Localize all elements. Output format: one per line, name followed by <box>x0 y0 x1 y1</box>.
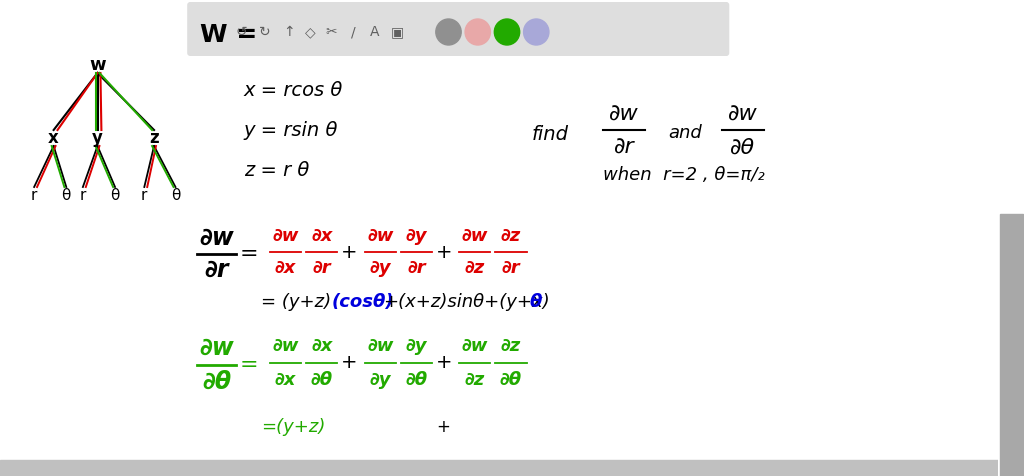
Circle shape <box>523 19 549 45</box>
Text: r: r <box>141 188 147 202</box>
Text: and: and <box>668 124 701 142</box>
Text: ∂w: ∂w <box>272 227 299 245</box>
Text: +(x+z)sinθ+(y+x): +(x+z)sinθ+(y+x) <box>383 293 550 311</box>
Text: ∂w: ∂w <box>609 105 639 125</box>
Text: =(y+z): =(y+z) <box>261 418 326 436</box>
Text: ∂θ: ∂θ <box>500 371 522 389</box>
Text: y = rsin θ: y = rsin θ <box>244 120 338 139</box>
Text: ∂x: ∂x <box>275 371 296 389</box>
Text: ∂x: ∂x <box>311 337 333 355</box>
Bar <box>999 214 1023 476</box>
Text: ∂θ: ∂θ <box>310 371 333 389</box>
Text: ∂w: ∂w <box>728 105 758 125</box>
Text: +: + <box>436 418 451 436</box>
Text: z = r θ: z = r θ <box>244 160 309 179</box>
Text: ∂w: ∂w <box>199 336 233 360</box>
Text: ∂w: ∂w <box>272 337 299 355</box>
Text: W =: W = <box>200 23 257 47</box>
Text: =: = <box>240 355 258 375</box>
Circle shape <box>495 19 519 45</box>
FancyBboxPatch shape <box>187 2 729 56</box>
Text: ∂w: ∂w <box>367 227 393 245</box>
Text: ∂w: ∂w <box>462 227 488 245</box>
Text: ∂w: ∂w <box>462 337 488 355</box>
Text: ∂r: ∂r <box>312 259 331 277</box>
Text: ∂θ: ∂θ <box>730 138 756 158</box>
Text: ∂r: ∂r <box>613 138 634 158</box>
Text: (cosθ): (cosθ) <box>332 293 394 311</box>
Text: ∂r: ∂r <box>407 259 426 277</box>
Text: +: + <box>341 242 357 261</box>
Text: ∂z: ∂z <box>501 337 521 355</box>
Text: ∂x: ∂x <box>311 227 333 245</box>
Text: /: / <box>350 25 355 39</box>
Text: ▣: ▣ <box>391 25 404 39</box>
Text: ↺: ↺ <box>236 25 248 39</box>
Bar <box>0 460 998 476</box>
Text: ∂y: ∂y <box>370 371 391 389</box>
Circle shape <box>465 19 490 45</box>
Text: =: = <box>240 244 258 264</box>
Text: ↑: ↑ <box>283 25 295 39</box>
Text: r: r <box>80 188 86 202</box>
Text: ∂y: ∂y <box>406 227 427 245</box>
Text: θ: θ <box>61 188 71 202</box>
Text: = (y+z): = (y+z) <box>261 293 332 311</box>
Text: ∂z: ∂z <box>465 259 485 277</box>
Text: x: x <box>48 129 59 147</box>
Text: ∂θ: ∂θ <box>202 370 231 394</box>
Text: θ: θ <box>171 188 180 202</box>
Text: ∂r: ∂r <box>502 259 520 277</box>
Text: ∂w: ∂w <box>199 226 233 250</box>
Text: y: y <box>92 129 103 147</box>
Text: ∂θ: ∂θ <box>406 371 427 389</box>
Text: ∂z: ∂z <box>501 227 521 245</box>
Text: A: A <box>370 25 379 39</box>
Text: z: z <box>150 129 159 147</box>
Text: ∂w: ∂w <box>367 337 393 355</box>
Text: θ: θ <box>111 188 120 202</box>
Text: +: + <box>435 242 452 261</box>
Text: +: + <box>341 354 357 373</box>
Text: ∂y: ∂y <box>370 259 391 277</box>
Text: +: + <box>435 354 452 373</box>
Text: w: w <box>89 56 105 74</box>
Text: ✂: ✂ <box>326 25 337 39</box>
Text: ∂y: ∂y <box>406 337 427 355</box>
Circle shape <box>436 19 461 45</box>
Text: ∂x: ∂x <box>275 259 296 277</box>
Text: r: r <box>31 188 37 202</box>
Text: θ: θ <box>529 293 542 311</box>
Text: find: find <box>531 126 568 145</box>
Text: x = rcos θ: x = rcos θ <box>244 80 343 99</box>
Text: ∂z: ∂z <box>465 371 485 389</box>
Text: ↻: ↻ <box>259 25 271 39</box>
Text: ∂r: ∂r <box>204 258 228 282</box>
Text: ◇: ◇ <box>305 25 315 39</box>
Text: when  r=2 , θ=π/₂: when r=2 , θ=π/₂ <box>602 166 764 184</box>
